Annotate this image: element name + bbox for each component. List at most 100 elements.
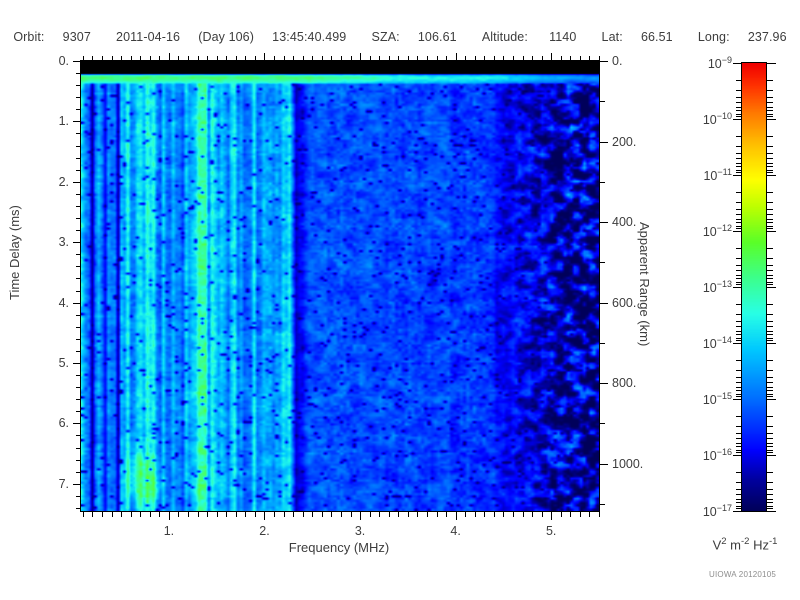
x-axis-tick-minor <box>389 512 390 517</box>
y-axis-tick-minor <box>76 435 81 436</box>
colorbar-tick-minor <box>736 278 742 279</box>
x-axis-tick-minor <box>351 512 352 517</box>
x-axis-tick-minor-top <box>389 56 390 61</box>
x-axis-tick-minor-top <box>140 56 141 61</box>
x-axis-tick-minor-top <box>570 56 571 61</box>
colorbar-tick-minor <box>736 377 742 378</box>
colorbar-tick-minor <box>767 334 773 335</box>
colorbar: 10−9 10−10 10−11 10−12 10−13 10−14 10−15 10−16 1… <box>703 55 776 519</box>
colorbar-tick-minor <box>767 209 773 210</box>
units-v-exp: 2 <box>721 536 727 547</box>
x-axis-tick-minor-top <box>465 56 466 61</box>
colorbar-tick-minor <box>767 506 773 507</box>
colorbar-tick-minor <box>736 450 742 451</box>
x-axis-tick-minor <box>255 512 256 517</box>
x-axis-tick-label: 1. <box>163 524 175 538</box>
colorbar-tick-minor <box>767 202 773 203</box>
colorbar-tick-minor <box>767 326 773 327</box>
x-axis-tick-minor-top <box>121 56 122 61</box>
colorbar-tick-minor <box>736 90 742 91</box>
colorbar-tick-minor <box>736 226 742 227</box>
colorbar-tick-minor <box>767 226 773 227</box>
altitude-label: Altitude: <box>481 30 528 44</box>
colorbar-tick-minor <box>767 446 773 447</box>
colorbar-tick-minor <box>767 387 773 388</box>
colorbar-tick-major <box>767 511 776 512</box>
x-axis-tick-minor <box>322 512 323 517</box>
colorbar-tick-minor <box>767 270 773 271</box>
y-axis-tick-minor <box>76 266 81 267</box>
y-axis-tick-minor <box>76 411 81 412</box>
y-axis-tick-minor <box>76 496 81 497</box>
colorbar-tick-major <box>767 287 776 288</box>
x-axis-tick-minor <box>398 512 399 517</box>
x-axis-tick-minor-top <box>322 56 323 61</box>
colorbar-tick-label: 10−10 <box>702 110 732 128</box>
colorbar-tick-minor <box>736 214 742 215</box>
colorbar-tick-minor <box>736 219 742 220</box>
colorbar-tick-minor <box>736 360 742 361</box>
colorbar-tick-minor <box>767 80 773 81</box>
x-axis-tick-minor-top <box>255 56 256 61</box>
x-axis-tick-minor <box>542 512 543 517</box>
credit-text: UIOWA 20120105 <box>709 570 776 579</box>
y-axis-tick-minor <box>76 315 81 316</box>
orbit-value: 9307 <box>62 30 91 44</box>
colorbar-tick-label: 10−13 <box>702 278 732 296</box>
x-axis-tick-minor-top <box>589 56 590 61</box>
x-axis-tick-minor <box>532 512 533 517</box>
y2-axis-tick-major <box>600 142 608 143</box>
y2-axis-tick-major <box>600 303 608 304</box>
y-axis-tick-major <box>73 121 81 122</box>
colorbar-tick-label: 10−11 <box>703 166 732 184</box>
y2-axis-tick-minor <box>600 343 605 344</box>
colorbar-tick-major <box>733 287 742 288</box>
x-axis-tick-minor <box>427 512 428 517</box>
x-axis-tick-minor-top <box>178 56 179 61</box>
x-axis-tick-minor <box>102 512 103 517</box>
x-axis-tick-minor-top <box>599 56 600 61</box>
y-axis-tick-minor <box>76 133 81 134</box>
colorbar-tick-major <box>733 119 742 120</box>
x-axis-tick-minor-top <box>523 56 524 61</box>
colorbar-tick-label: 10−16 <box>702 446 732 464</box>
colorbar-tick-minor <box>767 192 773 193</box>
colorbar-tick-minor <box>736 396 742 397</box>
colorbar-tick-minor <box>767 90 773 91</box>
colorbar-tick-minor <box>767 426 773 427</box>
colorbar-tick-minor <box>767 228 773 229</box>
x-axis-tick-minor-top <box>437 56 438 61</box>
x-axis-tick-minor <box>417 512 418 517</box>
y2-axis-tick-label: 600. <box>612 295 637 310</box>
x-axis-tick-minor <box>217 512 218 517</box>
colorbar-tick-minor <box>767 340 773 341</box>
colorbar-tick-minor <box>736 97 742 98</box>
longitude-value: 237.96 <box>747 30 787 44</box>
x-axis-tick-minor <box>465 512 466 517</box>
y-axis-tick-major <box>73 242 81 243</box>
y-axis-tick-minor <box>76 254 81 255</box>
y-axis-tick-label: 6. <box>58 416 69 431</box>
ionogram-plot-area: 0. 1. 2. 3. 4. 5. 6. 7. 0. 200. 400. 600. 800. 1000. 1… <box>59 53 643 538</box>
x-axis-tick-minor-top <box>532 56 533 61</box>
colorbar-tick-minor <box>736 163 742 164</box>
units-hz-exp: -1 <box>768 536 778 547</box>
colorbar-gradient <box>742 63 766 511</box>
y2-axis-tick-major <box>600 61 608 62</box>
colorbar-tick-minor <box>767 396 773 397</box>
colorbar-tick-minor <box>767 102 773 103</box>
x-axis-tick-minor <box>331 512 332 517</box>
x-axis-tick-minor-top <box>83 56 84 61</box>
colorbar-tick-minor <box>736 304 742 305</box>
x-axis-tick-minor <box>121 512 122 517</box>
colorbar-tick-label: 10−17 <box>702 502 732 520</box>
y-axis-tick-major <box>73 363 81 364</box>
colorbar-tick-minor <box>736 275 742 276</box>
colorbar-tick-minor <box>736 116 742 117</box>
x-axis-tick-minor <box>379 512 380 517</box>
colorbar-units-label: V2 m-2 Hz-1 <box>690 536 800 552</box>
colorbar-tick-minor <box>767 494 773 495</box>
colorbar-tick-minor <box>736 284 742 285</box>
x-axis-tick-minor-top <box>198 56 199 61</box>
colorbar-tick-minor <box>736 438 742 439</box>
